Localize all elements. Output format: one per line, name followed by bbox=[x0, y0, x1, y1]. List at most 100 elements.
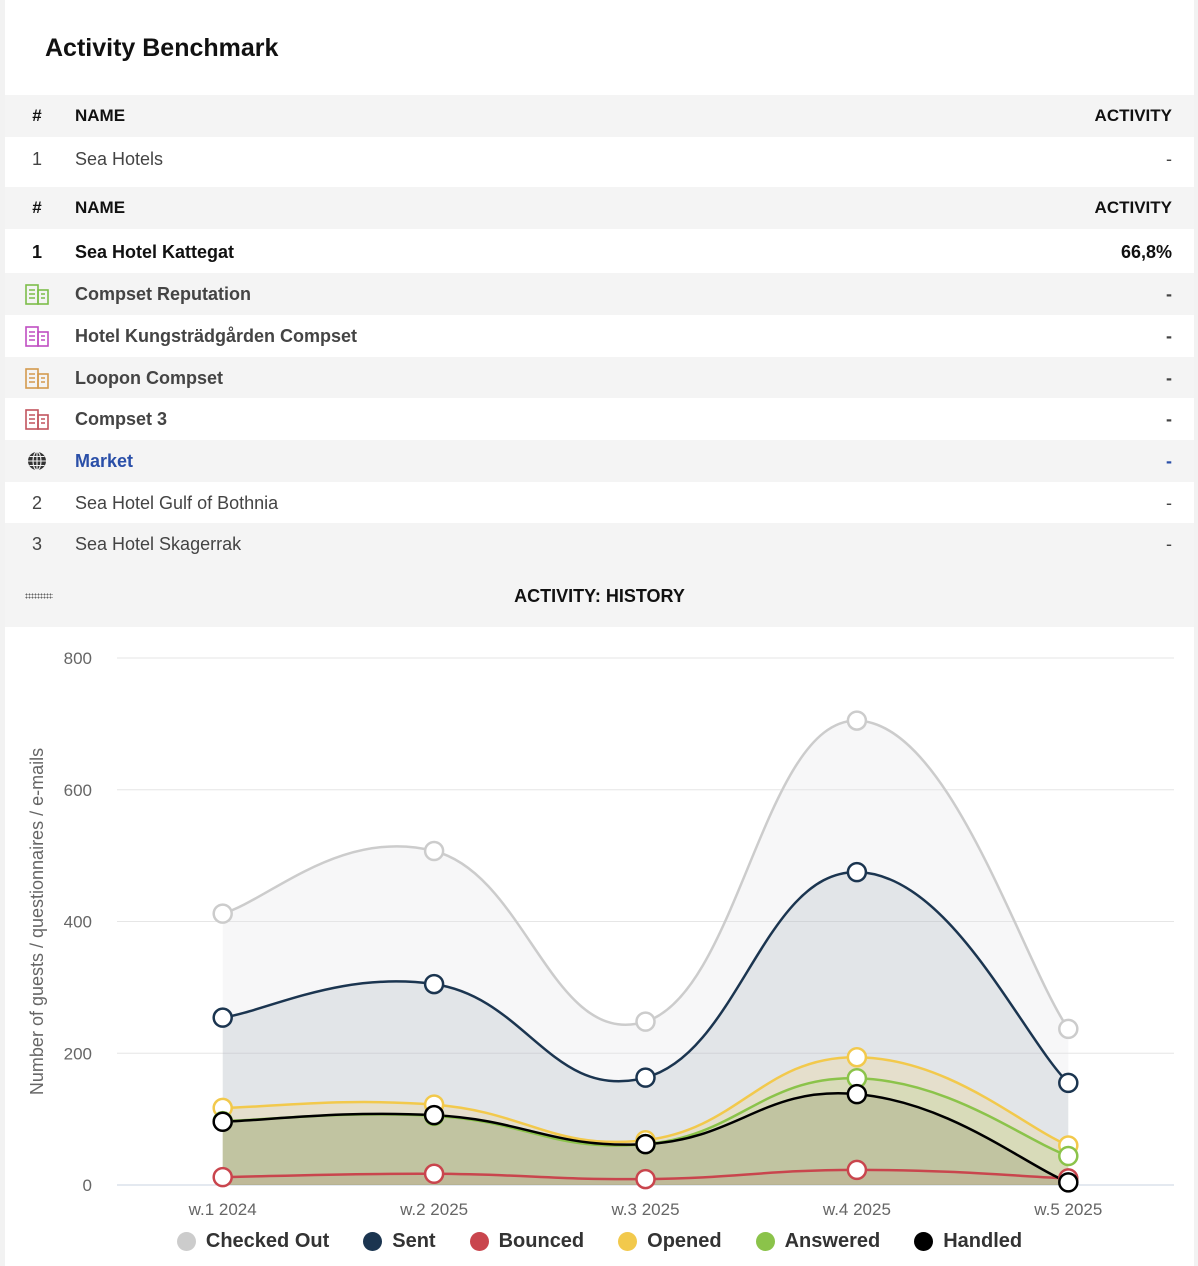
data-point[interactable] bbox=[1058, 1018, 1079, 1040]
col-header-activity[interactable]: ACTIVITY bbox=[1094, 198, 1172, 217]
row-activity: - bbox=[1166, 450, 1172, 471]
data-point[interactable] bbox=[846, 710, 868, 731]
activity-history-chart: 0 200 400 600 800 Number of guests / question… bbox=[27, 649, 1174, 1219]
row-activity: - bbox=[1166, 148, 1172, 169]
table-row-compset[interactable]: Hotel Kungsträdgården Compset - bbox=[5, 315, 1194, 357]
row-activity: 66,8% bbox=[1120, 241, 1172, 262]
y-tick-label: 400 bbox=[64, 913, 92, 932]
series-line bbox=[222, 870, 1070, 1084]
col-header-activity[interactable]: ACTIVITY bbox=[1094, 106, 1172, 125]
legend-label: Answered bbox=[784, 1229, 881, 1252]
chart-legend: Checked Out Sent Bounced Opened Answered Hand… bbox=[5, 1226, 1194, 1256]
x-tick-label: w.4 2025 bbox=[822, 1200, 891, 1219]
row-index: 1 bbox=[31, 241, 42, 262]
table-row-compset[interactable]: Compset 3 - bbox=[5, 398, 1194, 440]
legend-label: Checked Out bbox=[205, 1229, 330, 1252]
legend-label: Sent bbox=[392, 1229, 436, 1252]
data-point[interactable] bbox=[1058, 1072, 1079, 1094]
data-point[interactable] bbox=[846, 861, 868, 883]
legend-item[interactable]: Sent bbox=[363, 1229, 436, 1253]
data-point[interactable] bbox=[423, 840, 445, 862]
row-name: Sea Hotel Gulf of Bothnia bbox=[75, 492, 279, 513]
data-point[interactable] bbox=[423, 973, 445, 995]
table-row-self[interactable]: 1 Sea Hotel Kattegat 66,8% bbox=[5, 231, 1194, 273]
data-point[interactable] bbox=[635, 1067, 656, 1088]
row-name: Sea Hotel Skagerrak bbox=[75, 533, 242, 554]
legend-item[interactable]: Bounced bbox=[469, 1229, 585, 1253]
row-name: Compset 3 bbox=[75, 408, 168, 429]
legend-item[interactable]: Handled bbox=[914, 1230, 1022, 1253]
row-name[interactable]: Market bbox=[75, 450, 134, 471]
series-line bbox=[222, 719, 1070, 1030]
legend-marker bbox=[914, 1231, 934, 1251]
table-row[interactable]: 2 Sea Hotel Gulf of Bothnia - bbox=[5, 482, 1194, 524]
legend-marker bbox=[755, 1231, 775, 1251]
data-point[interactable] bbox=[212, 1111, 233, 1133]
history-header: ACTIVITY: HISTORY bbox=[5, 565, 1194, 627]
legend-item[interactable]: Opened bbox=[618, 1229, 722, 1253]
data-point[interactable] bbox=[1058, 1145, 1079, 1167]
row-name: Sea Hotels bbox=[75, 148, 164, 169]
legend-marker bbox=[469, 1231, 489, 1251]
data-point[interactable] bbox=[423, 1163, 445, 1185]
building-icon bbox=[25, 368, 49, 389]
data-point[interactable] bbox=[635, 1011, 656, 1032]
legend-marker bbox=[176, 1231, 196, 1251]
table-row-compset[interactable]: Loopon Compset - bbox=[5, 357, 1194, 399]
data-point[interactable] bbox=[212, 1166, 233, 1188]
col-header-index: # bbox=[32, 106, 42, 125]
table-row[interactable]: 3 Sea Hotel Skagerrak - bbox=[5, 523, 1194, 565]
x-tick-label: w.2 2025 bbox=[399, 1200, 468, 1219]
series-area bbox=[222, 1078, 1069, 1185]
y-tick-label: 200 bbox=[64, 1044, 92, 1063]
col-header-index: # bbox=[32, 198, 42, 217]
legend-item[interactable]: Answered bbox=[755, 1229, 881, 1253]
row-activity: - bbox=[1166, 492, 1172, 513]
row-name: Sea Hotel Kattegat bbox=[75, 241, 235, 262]
legend-item[interactable]: Checked Out bbox=[176, 1229, 330, 1253]
table-row[interactable]: 1 Sea Hotels - bbox=[5, 138, 1194, 180]
row-name: Hotel Kungsträdgården Compset bbox=[75, 325, 358, 346]
table-row-market[interactable]: Market - bbox=[5, 440, 1194, 482]
data-point[interactable] bbox=[846, 1046, 868, 1068]
data-point[interactable] bbox=[846, 1083, 868, 1105]
data-point[interactable] bbox=[212, 903, 233, 924]
history-title: ACTIVITY: HISTORY bbox=[514, 586, 685, 606]
y-tick-label: 0 bbox=[83, 1176, 92, 1195]
row-activity: - bbox=[1166, 367, 1172, 388]
data-point[interactable] bbox=[635, 1168, 656, 1190]
data-point[interactable] bbox=[212, 1007, 233, 1028]
page-title: Activity Benchmark bbox=[45, 34, 279, 62]
legend-label: Handled bbox=[943, 1229, 1023, 1252]
row-index: 1 bbox=[31, 148, 42, 169]
legend-label: Opened bbox=[647, 1229, 722, 1252]
legend-marker bbox=[618, 1231, 638, 1251]
activity-benchmark-card: Activity Benchmark # NAME ACTIVITY 1 Sea… bbox=[5, 0, 1194, 1266]
building-icon bbox=[25, 284, 49, 305]
data-point[interactable] bbox=[846, 1159, 868, 1181]
y-tick-label: 600 bbox=[64, 781, 92, 800]
data-point[interactable] bbox=[423, 1104, 445, 1126]
col-header-name[interactable]: NAME bbox=[75, 198, 126, 217]
drag-handle-icon[interactable] bbox=[25, 593, 53, 599]
legend-label: Bounced bbox=[498, 1229, 585, 1252]
row-activity: - bbox=[1166, 408, 1172, 429]
x-tick-label: w.1 2024 bbox=[188, 1200, 257, 1219]
building-icon bbox=[25, 326, 49, 347]
row-activity: - bbox=[1166, 325, 1172, 346]
row-name: Compset Reputation bbox=[75, 283, 252, 304]
row-activity: - bbox=[1166, 283, 1172, 304]
row-index: 3 bbox=[31, 533, 42, 554]
y-axis-label: Number of guests / questionnaires / e-ma… bbox=[27, 748, 47, 1095]
legend-marker bbox=[363, 1231, 383, 1251]
table-header: # NAME ACTIVITY bbox=[5, 95, 1194, 137]
x-tick-label: w.5 2025 bbox=[1033, 1200, 1102, 1219]
row-activity: - bbox=[1166, 533, 1172, 554]
col-header-name[interactable]: NAME bbox=[75, 106, 126, 125]
data-point[interactable] bbox=[635, 1133, 656, 1155]
table-row-compset[interactable]: Compset Reputation - bbox=[5, 273, 1194, 315]
table-header: # NAME ACTIVITY bbox=[5, 187, 1194, 229]
building-icon bbox=[25, 409, 49, 430]
y-tick-label: 800 bbox=[64, 649, 92, 668]
data-point[interactable] bbox=[1058, 1172, 1079, 1193]
